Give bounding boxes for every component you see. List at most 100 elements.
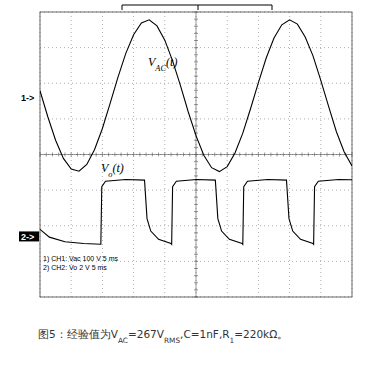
minor-tick	[194, 261, 198, 262]
minor-tick	[327, 153, 328, 157]
minor-tick	[194, 26, 198, 27]
minor-tick	[83, 153, 84, 157]
minor-tick	[194, 54, 198, 55]
text-part: =267V	[128, 328, 165, 340]
minor-tick	[194, 197, 198, 198]
minor-tick	[194, 83, 198, 84]
minor-tick	[158, 153, 159, 157]
minor-tick	[258, 153, 259, 157]
minor-tick	[127, 153, 128, 157]
marker-label: 1->	[21, 93, 34, 103]
minor-tick	[194, 104, 198, 105]
minor-tick	[194, 47, 198, 48]
minor-tick	[152, 153, 153, 157]
minor-tick	[239, 153, 240, 157]
plot-frame	[40, 12, 352, 297]
minor-tick	[194, 268, 198, 269]
minor-tick	[133, 153, 134, 157]
minor-tick	[102, 153, 103, 157]
minor-tick	[194, 183, 198, 184]
channel-info: 1) CH1: Vac 100 V 5 ms	[43, 255, 118, 263]
minor-tick	[308, 153, 309, 157]
minor-tick	[194, 254, 198, 255]
minor-tick	[96, 153, 97, 157]
minor-tick	[194, 204, 198, 205]
minor-tick	[194, 168, 198, 169]
minor-tick	[194, 240, 198, 241]
minor-tick	[58, 153, 59, 157]
trace-1	[40, 179, 352, 244]
minor-tick	[277, 153, 278, 157]
minor-tick	[171, 153, 172, 157]
minor-tick	[314, 153, 315, 157]
minor-tick	[245, 153, 246, 157]
minor-tick	[194, 76, 198, 77]
minor-tick	[302, 153, 303, 157]
minor-tick	[52, 153, 53, 157]
minor-tick	[194, 118, 198, 119]
minor-tick	[108, 153, 109, 157]
grid	[40, 12, 352, 297]
minor-tick	[194, 61, 198, 62]
minor-tick	[189, 153, 190, 157]
minor-tick	[320, 153, 321, 157]
minor-tick	[114, 153, 115, 157]
minor-tick	[295, 153, 296, 157]
minor-tick	[194, 90, 198, 91]
minor-tick	[77, 153, 78, 157]
subscript: AC	[154, 64, 166, 73]
minor-tick	[183, 153, 184, 157]
traces	[40, 20, 352, 244]
minor-tick	[71, 153, 72, 157]
minor-tick	[194, 275, 198, 276]
trace-0	[40, 20, 352, 172]
minor-tick	[64, 153, 65, 157]
marker-label: 2->	[21, 232, 34, 242]
minor-tick	[194, 126, 198, 127]
minor-tick	[194, 218, 198, 219]
minor-tick	[194, 19, 198, 20]
minor-tick	[194, 97, 198, 98]
minor-tick	[194, 211, 198, 212]
minor-tick	[194, 69, 198, 70]
marker-box	[19, 231, 39, 241]
text-part: =220kΩ。	[234, 328, 288, 340]
minor-tick	[194, 282, 198, 283]
oscilloscope-figure: VAC(t)Vo(t)1->2->1) CH1: Vac 100 V 5 ms2…	[0, 0, 387, 366]
minor-tick	[89, 153, 90, 157]
minor-tick	[139, 153, 140, 157]
minor-tick	[220, 153, 221, 157]
text-part: (t)	[166, 55, 177, 69]
minor-tick	[227, 153, 228, 157]
minor-tick	[194, 154, 198, 155]
minor-tick	[194, 111, 198, 112]
minor-tick	[283, 153, 284, 157]
trace-label: VAC(t)	[148, 55, 177, 73]
bracket-line	[122, 5, 272, 10]
caption: 图5：经验值为VAC=267VRMS,C=1nF,R1=220kΩ。	[38, 328, 288, 345]
channel-info: 2) CH2: Vo 2 V 5 ms	[43, 264, 107, 272]
minor-tick	[194, 175, 198, 176]
text-part: 图5：经验值为V	[38, 328, 119, 340]
minor-tick	[194, 289, 198, 290]
text-part: ,C=1nF,R	[180, 328, 229, 340]
minor-tick	[177, 153, 178, 157]
minor-tick	[194, 147, 198, 148]
minor-tick	[164, 153, 165, 157]
minor-tick	[194, 40, 198, 41]
minor-tick	[194, 247, 198, 248]
minor-tick	[194, 161, 198, 162]
minor-tick	[289, 153, 290, 157]
minor-tick	[194, 225, 198, 226]
minor-tick	[46, 153, 47, 157]
minor-tick	[121, 153, 122, 157]
channel-marker: 1->	[21, 93, 34, 103]
minor-tick	[264, 153, 265, 157]
minor-tick	[270, 153, 271, 157]
minor-tick	[208, 153, 209, 157]
subscript: AC	[118, 336, 128, 345]
time-bracket	[122, 5, 272, 10]
minor-tick	[333, 153, 334, 157]
minor-tick	[339, 153, 340, 157]
subscript: RMS	[164, 336, 180, 345]
